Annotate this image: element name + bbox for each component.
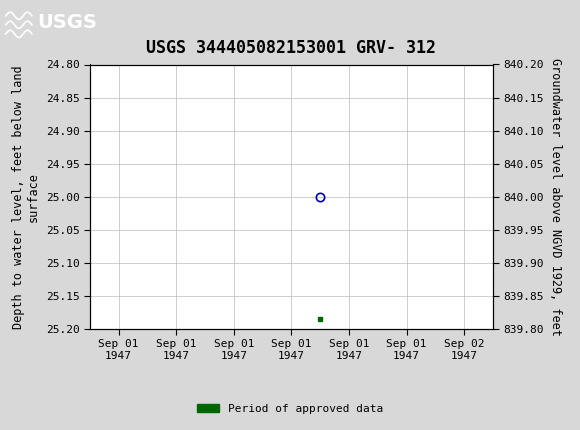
Text: USGS: USGS — [38, 13, 97, 32]
Y-axis label: Groundwater level above NGVD 1929, feet: Groundwater level above NGVD 1929, feet — [549, 58, 563, 336]
Y-axis label: Depth to water level, feet below land
surface: Depth to water level, feet below land su… — [12, 65, 40, 329]
Legend: Period of approved data: Period of approved data — [193, 399, 387, 418]
Title: USGS 344405082153001 GRV- 312: USGS 344405082153001 GRV- 312 — [147, 40, 437, 57]
